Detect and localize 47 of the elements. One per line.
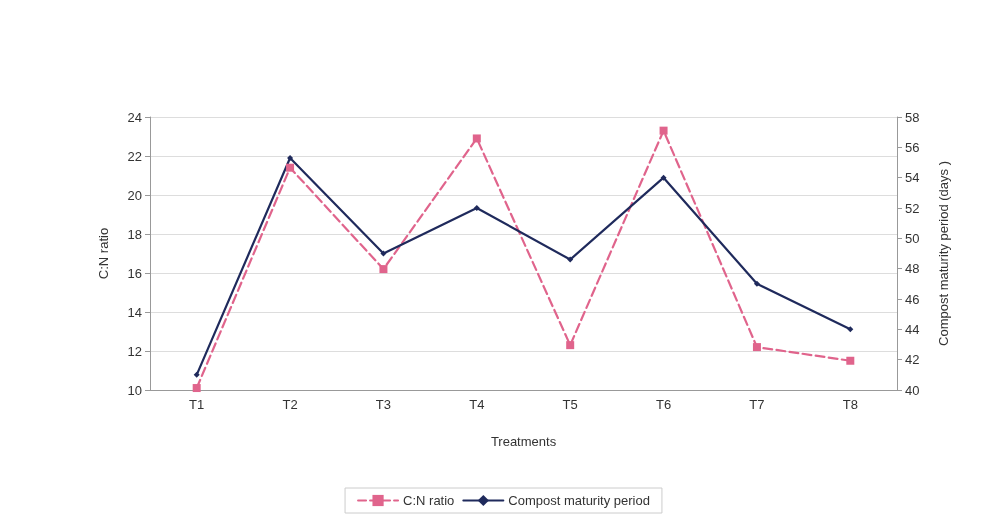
x-tick-label: T8 [842,397,858,412]
point [472,134,481,143]
x-tick-label: T5 [562,397,578,412]
y-tick-label: 20 [127,187,142,203]
x-axis-title: Treatments [490,434,557,449]
point [566,341,575,350]
legend-label: C:N ratio [403,493,455,508]
y-tick-label: 24 [127,109,142,125]
point [473,205,480,211]
x-tick-label: T7 [749,397,765,412]
y-tick-label: 12 [127,343,142,359]
point [847,326,854,333]
x-tick-label: T3 [375,397,392,412]
point [286,163,295,172]
y2-axis-title: Compost maturity period (days ) [936,161,951,346]
x-tick-label: T2 [282,397,298,412]
y2-tick-label: 54 [905,170,920,186]
point [660,174,667,181]
point [753,280,760,287]
y-tick-label: 10 [127,382,142,398]
y2-tick-label: 52 [905,200,920,216]
point [659,126,668,135]
y2-tick-label: 48 [905,261,920,277]
y-tick-label: 16 [127,265,142,281]
point [846,356,855,365]
y2-tick-label: 56 [905,139,920,155]
y2-tick-label: 50 [905,230,920,246]
point [567,256,574,263]
y2-tick-label: 58 [905,109,920,125]
x-tick-label: T4 [469,397,485,412]
y-tick-label: 22 [127,148,142,164]
point [287,154,294,161]
y-axis-title: C:N ratio [96,227,111,280]
x-tick-label: T6 [655,397,672,412]
point [752,343,761,352]
y-tick-label: 18 [127,226,142,242]
legend-label: Compost maturity period [508,493,650,508]
point [192,384,201,393]
y2-tick-label: 44 [905,321,920,337]
point [380,250,387,257]
x-tick-label: T1 [189,397,205,412]
y2-tick-label: 46 [905,291,920,307]
y2-tick-label: 40 [905,382,920,398]
y-tick-label: 14 [127,304,142,320]
point [379,265,388,274]
point [193,371,200,378]
y2-tick-label: 42 [905,352,920,368]
